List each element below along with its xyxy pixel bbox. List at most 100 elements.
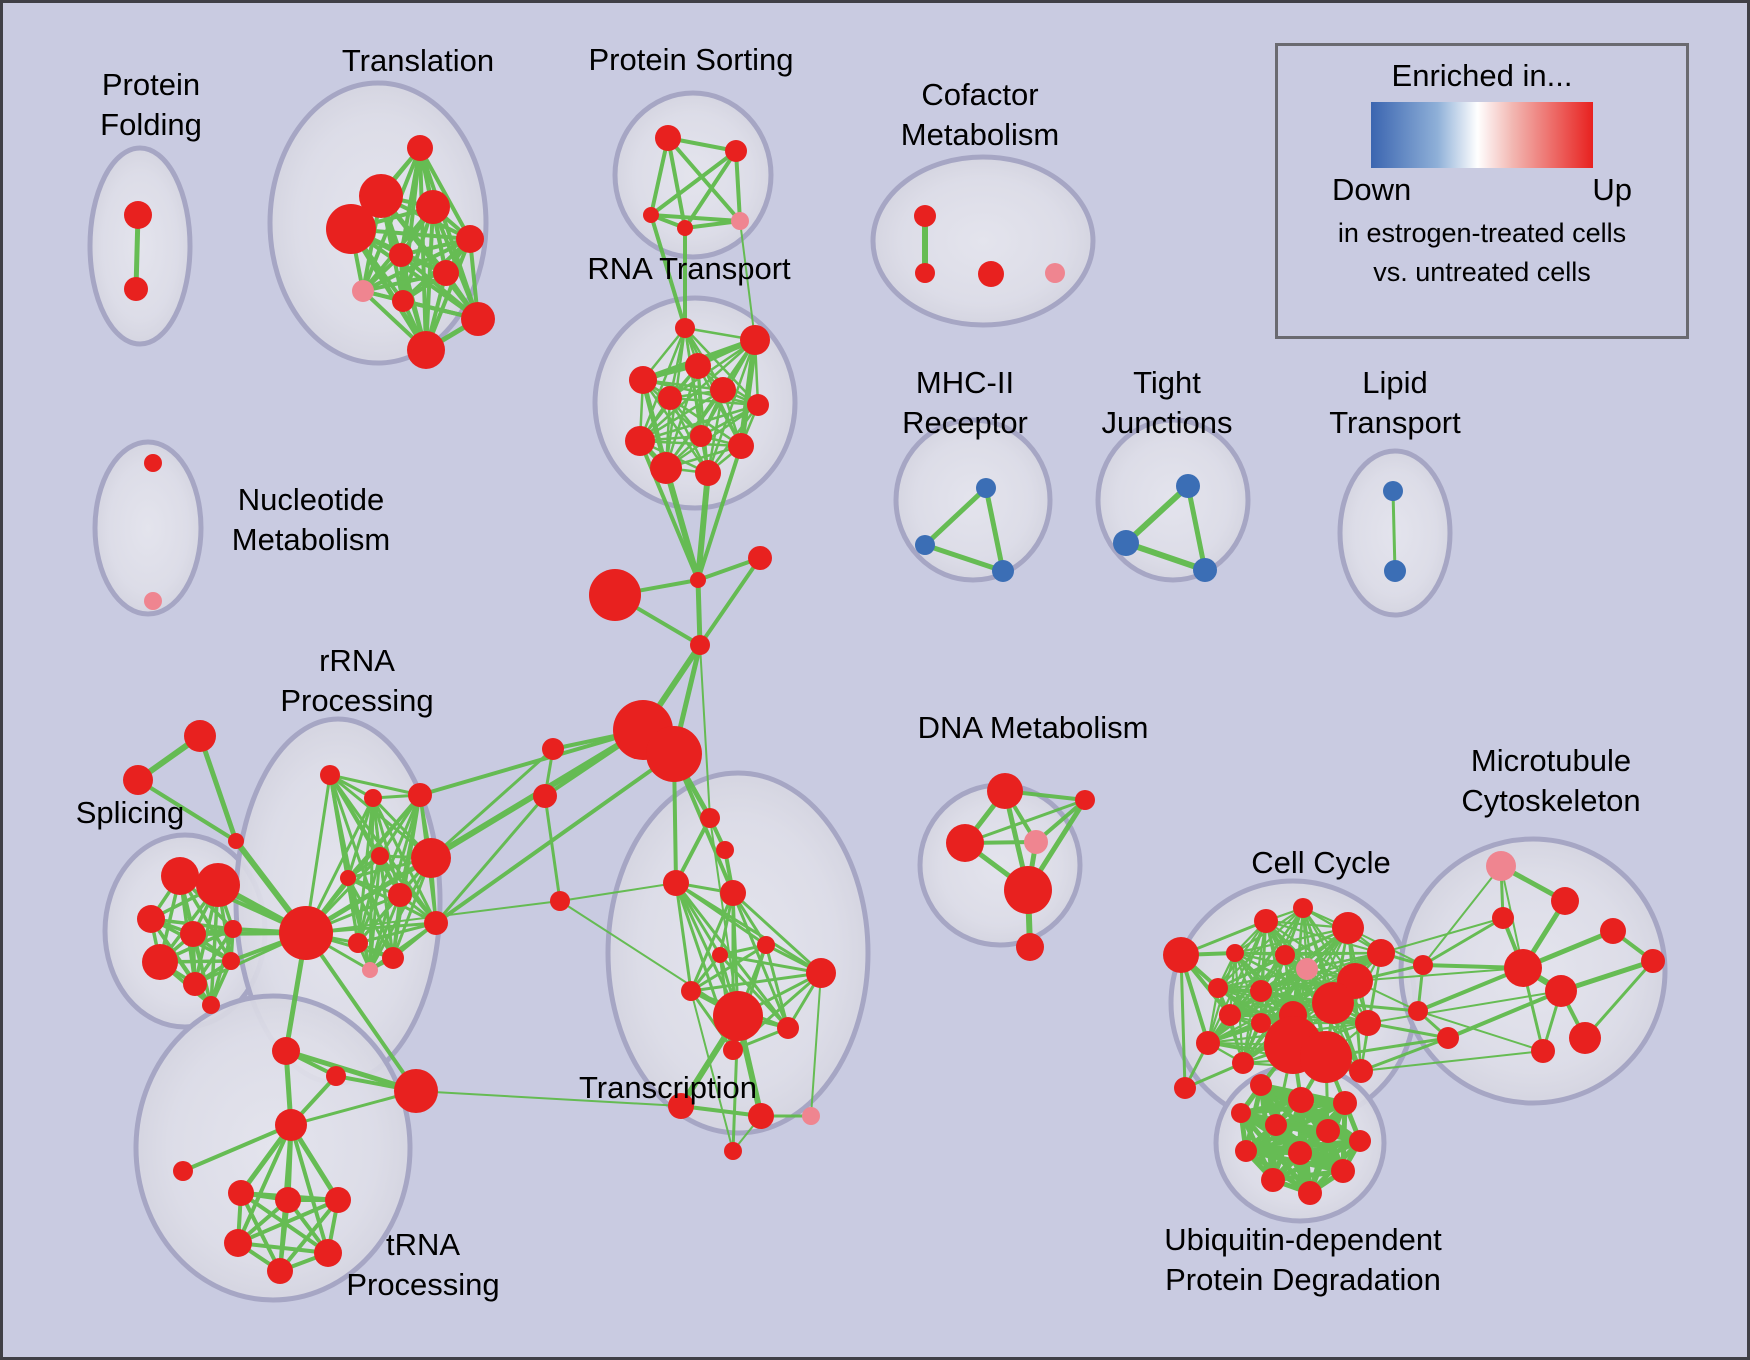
cluster-label-nucleotide-metabolism: Nucleotide Metabolism xyxy=(232,482,391,557)
node-u8 xyxy=(1288,1141,1312,1165)
node-sp1 xyxy=(161,857,199,895)
cluster-label-ubiquitin-degradation: Ubiquitin-dependent Protein Degradation xyxy=(1164,1222,1442,1297)
node-m3 xyxy=(992,560,1014,582)
edge xyxy=(649,213,687,330)
node-cc3 xyxy=(1332,912,1364,944)
edge xyxy=(683,149,738,230)
edge xyxy=(649,136,670,217)
node-tj1 xyxy=(1176,474,1200,498)
edge xyxy=(1185,483,1208,573)
edge xyxy=(346,793,422,880)
node-tx6 xyxy=(712,947,728,963)
edge xyxy=(695,470,711,583)
edge xyxy=(378,854,395,960)
node-s1 xyxy=(690,572,706,588)
node-cc17 xyxy=(1232,1052,1254,1074)
cluster-label-tight-junctions: Tight Junctions xyxy=(1102,365,1233,440)
edge xyxy=(698,556,762,647)
cluster-label-protein-folding: Protein Folding xyxy=(100,67,202,142)
cluster-label-dna-metabolism: DNA Metabolism xyxy=(918,710,1149,745)
node-tx10 xyxy=(723,1040,743,1060)
edge xyxy=(641,378,710,475)
edge xyxy=(368,854,382,972)
edge xyxy=(1360,1050,1544,1072)
edge xyxy=(649,149,738,217)
node-tx8 xyxy=(681,981,701,1001)
edge xyxy=(303,727,646,936)
node-u4 xyxy=(1231,1103,1251,1123)
node-d1 xyxy=(987,773,1023,809)
edge xyxy=(559,882,677,902)
node-s6 xyxy=(646,726,702,782)
node-sp2 xyxy=(196,863,240,907)
edge xyxy=(689,943,768,993)
node-sp6 xyxy=(142,944,178,980)
node-rr13 xyxy=(326,1066,346,1086)
cluster-label-trna-processing: tRNA Processing xyxy=(346,1227,499,1302)
node-r1 xyxy=(675,318,695,338)
cluster-label-lipid-transport: Lipid Transport xyxy=(1329,365,1461,440)
node-tx3 xyxy=(663,870,689,896)
node-t2 xyxy=(359,174,403,218)
edge xyxy=(1583,959,1655,1040)
node-rr9 xyxy=(424,911,448,935)
node-r11 xyxy=(650,452,682,484)
node-cc18 xyxy=(1349,1059,1373,1083)
node-cc1 xyxy=(1254,909,1278,933)
node-cf4 xyxy=(1045,263,1065,283)
node-t9 xyxy=(392,290,414,312)
node-r6 xyxy=(658,386,682,410)
legend-gradient-bar xyxy=(1371,102,1593,168)
node-cc9 xyxy=(1208,978,1228,998)
node-pf1 xyxy=(124,201,152,229)
edge xyxy=(1391,489,1397,573)
node-mc2 xyxy=(1492,907,1514,929)
node-cc10 xyxy=(1250,980,1272,1002)
node-mcb xyxy=(1504,949,1542,987)
node-txh xyxy=(713,991,763,1041)
cluster-label-microtubule-cytoskeleton: Microtubule Cytoskeleton xyxy=(1461,743,1640,818)
cluster-ellipse-transcription xyxy=(605,770,871,1136)
cluster-label-cell-cycle: Cell Cycle xyxy=(1251,845,1391,880)
edge xyxy=(1216,953,1287,990)
edge xyxy=(328,773,422,797)
node-r4 xyxy=(629,366,657,394)
node-sp8 xyxy=(222,952,240,970)
legend-scale-row: Down Up xyxy=(1332,172,1632,208)
cluster-label-mhc-ii-receptor: MHC-II Receptor xyxy=(902,365,1028,440)
node-layer xyxy=(123,125,1665,1284)
node-cf1 xyxy=(914,205,936,227)
node-ccl xyxy=(1163,937,1199,973)
edge xyxy=(666,136,687,230)
node-cc2 xyxy=(1293,898,1313,918)
edge xyxy=(434,794,547,925)
node-u5 xyxy=(1265,1114,1287,1136)
edge xyxy=(1417,1010,1544,1052)
edge xyxy=(1422,865,1502,966)
edge xyxy=(356,796,375,945)
node-cf3 xyxy=(978,261,1004,287)
edge xyxy=(731,891,823,975)
node-lp1 xyxy=(1383,481,1403,501)
node-tx14 xyxy=(724,1142,742,1160)
edge xyxy=(1558,958,1656,994)
node-rr7 xyxy=(411,838,451,878)
node-tx2 xyxy=(716,841,734,859)
node-sp9 xyxy=(202,996,220,1014)
edge xyxy=(368,893,402,972)
edge xyxy=(1270,1138,1363,1183)
node-mc4 xyxy=(1600,918,1626,944)
edge xyxy=(1359,1036,1450,1073)
edge xyxy=(689,971,823,993)
edge xyxy=(1366,1021,1450,1040)
node-b2 xyxy=(1408,1001,1428,1021)
edge xyxy=(378,793,422,858)
node-u11 xyxy=(1331,1159,1355,1183)
node-ti xyxy=(173,1161,193,1181)
node-rr4 xyxy=(371,847,389,865)
edge xyxy=(668,396,710,475)
node-cc5 xyxy=(1226,944,1244,962)
node-tr3 xyxy=(325,1187,351,1213)
node-sp4 xyxy=(180,921,206,947)
node-cc6 xyxy=(1275,945,1295,965)
